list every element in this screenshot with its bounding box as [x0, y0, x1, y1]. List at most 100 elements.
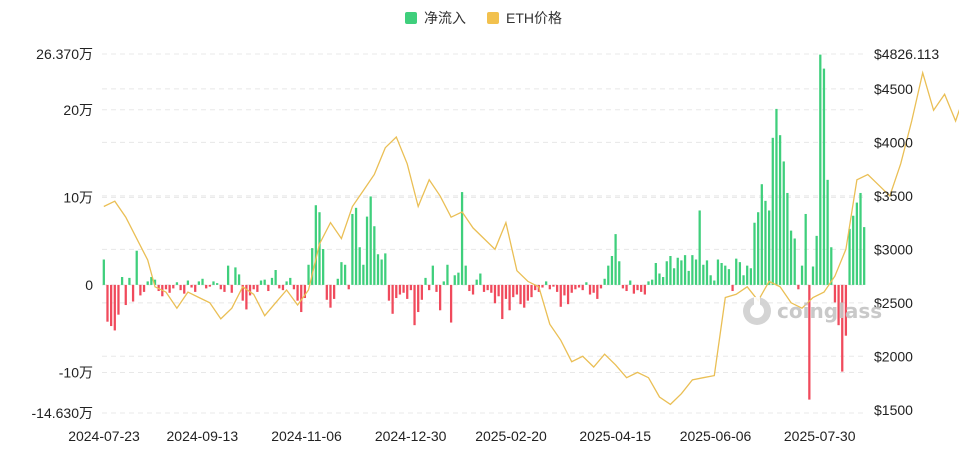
net-inflow-bar	[490, 284, 493, 293]
gridlines	[102, 53, 866, 414]
net-inflow-bar	[395, 284, 398, 299]
net-inflow-bar	[643, 284, 646, 295]
net-inflow-bar	[351, 213, 354, 285]
net-inflow-bar	[661, 277, 665, 285]
net-inflow-bar	[738, 262, 742, 285]
net-inflow-bar	[453, 275, 456, 285]
net-inflow-bar	[603, 278, 606, 285]
net-inflow-bar	[588, 284, 592, 295]
net-inflow-bar	[449, 284, 453, 323]
net-inflow-bar	[354, 207, 358, 285]
left-axis-tick-label: 20万	[63, 102, 93, 118]
net-inflow-bar	[186, 280, 190, 285]
net-inflow-bar	[599, 284, 603, 289]
net-inflow-bar	[208, 284, 211, 287]
net-inflow-bar	[296, 284, 299, 301]
net-inflow-bar	[526, 284, 529, 301]
net-inflow-bar	[329, 284, 332, 308]
right-axis-tick-label: $2000	[874, 348, 913, 364]
net-inflow-bar	[406, 284, 409, 299]
net-inflow-bar	[566, 284, 570, 305]
legend-label: ETH价格	[506, 10, 562, 26]
net-inflow-bar	[778, 135, 782, 285]
left-axis-tick-label: 10万	[63, 189, 93, 205]
net-inflow-bar	[658, 273, 661, 285]
net-inflow-bar	[625, 284, 628, 292]
net-inflow-bar	[837, 284, 840, 326]
net-inflow-bar	[720, 263, 723, 285]
net-inflow-bar	[322, 249, 325, 285]
net-inflow-bar	[230, 284, 233, 293]
net-inflow-bar	[417, 284, 420, 313]
net-inflow-bar	[680, 260, 683, 285]
net-inflow-bar	[380, 259, 383, 285]
net-inflow-bar	[768, 210, 771, 285]
left-axis-tick-label: 26.370万	[36, 46, 93, 62]
net-inflow-bar	[402, 284, 405, 293]
net-inflow-bar	[647, 281, 650, 285]
net-inflow-bar	[570, 284, 573, 293]
net-inflow-bar	[362, 264, 365, 285]
watermark: coinglass	[743, 297, 882, 325]
right-axis-tick-label: $4826.113	[874, 46, 939, 62]
x-axis-tick-label: 2024-09-13	[167, 428, 239, 444]
net-inflow-bar	[497, 284, 500, 297]
net-inflow-bar	[534, 284, 537, 291]
net-inflow-bar	[618, 261, 621, 285]
net-inflow-bar	[815, 235, 818, 285]
net-inflow-bar	[683, 255, 687, 285]
net-inflow-bar	[131, 284, 135, 302]
net-inflow-bar	[651, 279, 654, 285]
net-inflow-bar	[332, 284, 336, 299]
net-inflow-bar	[336, 278, 339, 285]
net-inflow-bar	[519, 284, 522, 305]
right-axis-labels: $4826.113 $4500 $4000 $3500 $3000 $2500 $2000 $…	[874, 46, 939, 418]
net-inflow-bar	[252, 284, 255, 290]
net-inflow-bar	[826, 179, 829, 285]
net-inflow-bar	[501, 284, 504, 320]
net-inflow-bar	[384, 253, 387, 285]
net-inflow-bar	[581, 284, 584, 291]
net-inflow-bar	[190, 284, 193, 288]
net-inflow-bar	[731, 284, 734, 292]
net-inflow-bar	[376, 254, 380, 285]
net-inflow-bar	[340, 262, 343, 285]
left-axis-tick-label: -10万	[59, 364, 93, 380]
net-inflow-bar	[775, 108, 778, 285]
net-inflow-bar	[442, 281, 445, 285]
x-axis-tick-label: 2025-07-30	[784, 428, 856, 444]
right-axis-tick-label: $1500	[874, 402, 913, 418]
net-inflow-bar	[270, 277, 274, 285]
net-inflow-bar	[278, 284, 281, 289]
net-inflow-bar	[325, 284, 328, 300]
eth-price-line	[103, 70, 959, 406]
left-axis-tick-label: 0	[85, 277, 93, 293]
net-inflow-bar	[735, 258, 738, 285]
net-inflow-bar	[259, 280, 263, 285]
net-inflow-bar	[358, 247, 361, 285]
net-inflow-bar	[135, 250, 138, 285]
net-inflow-bar	[424, 277, 427, 285]
net-inflow-bar	[742, 275, 745, 285]
right-axis-tick-label: $3000	[874, 241, 913, 257]
legend: 净流入 ETH价格	[405, 10, 562, 26]
net-inflow-bar	[508, 284, 511, 311]
net-inflow-bar	[691, 255, 694, 285]
net-inflow-bar	[749, 268, 752, 285]
net-inflow-bar	[409, 284, 413, 291]
net-inflow-bar	[391, 284, 394, 314]
legend-label: 净流入	[424, 10, 466, 26]
net-inflow-bar	[201, 278, 204, 285]
net-inflow-bar	[782, 161, 785, 285]
net-inflow-bar	[464, 265, 467, 285]
watermark-text: coinglass	[777, 299, 882, 323]
net-inflow-bar	[530, 284, 533, 298]
net-inflow-bar	[757, 212, 760, 285]
net-inflow-bar	[629, 280, 632, 285]
net-inflow-bar	[559, 284, 562, 307]
net-inflow-bar	[555, 284, 559, 292]
net-inflow-bar	[574, 284, 577, 290]
net-inflow-bar	[219, 284, 222, 290]
net-inflow-bar	[205, 284, 208, 289]
net-inflow-bar	[468, 284, 471, 292]
